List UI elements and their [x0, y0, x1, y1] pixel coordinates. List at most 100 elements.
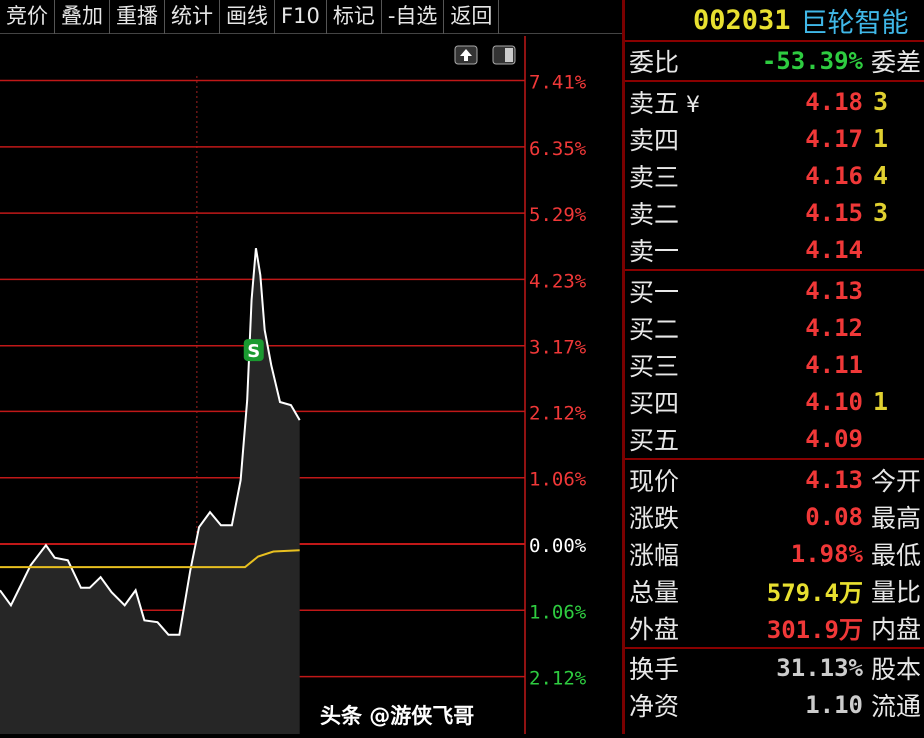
quote-row: 涨幅 1.98% 最低	[625, 535, 924, 572]
y-tick-label: 3.17%	[529, 337, 587, 359]
y-tick-label: 5.29%	[529, 204, 587, 226]
row-label: 买五	[629, 425, 680, 455]
row-volume: 4	[873, 161, 889, 190]
row-extra-label: 最高	[871, 503, 922, 533]
row-label: 换手	[629, 654, 680, 684]
row-label: 外盘	[629, 614, 680, 644]
sell-row: 卖二 4.15 3	[625, 194, 924, 231]
row-extra-label: 股本	[871, 654, 922, 684]
quote-panel: 002031 巨轮智能 委比 -53.39% 委差 卖五 ¥ 4.18 3 卖四 4.1…	[625, 0, 924, 734]
row-label: 卖一	[629, 236, 680, 266]
weibi-row: 委比 -53.39% 委差	[625, 42, 924, 82]
quote-row: 总量 579.4万 量比	[625, 572, 924, 609]
sell-row: 卖一 4.14	[625, 231, 924, 268]
row-label: 买四	[629, 388, 680, 418]
panel-toggle-glyph	[505, 48, 513, 62]
toolbar-button[interactable]: 叠加	[55, 0, 110, 34]
divider	[622, 0, 625, 734]
toolbar-button[interactable]: -自选	[382, 0, 445, 34]
sell-marker-label: S	[247, 341, 260, 362]
sell-row: 卖五 ¥ 4.18 3	[625, 83, 924, 120]
stats-row: 净资 1.10 流通	[625, 686, 924, 723]
row-label: 净资	[629, 691, 680, 721]
row-value: 4.12	[805, 313, 863, 342]
y-tick-label: 0.00%	[529, 535, 587, 557]
row-value: 4.13	[805, 465, 863, 494]
row-label: 现价	[629, 466, 680, 496]
buy-row: 买五 4.09	[625, 420, 924, 457]
row-label: 卖四	[629, 125, 680, 155]
sell-marker-icon	[243, 339, 264, 362]
toolbar-button[interactable]: 标记	[327, 0, 382, 34]
row-label: 卖三	[629, 162, 680, 192]
stats-row: 换手 31.13% 股本	[625, 649, 924, 686]
stock-header: 002031 巨轮智能	[625, 0, 924, 42]
row-label: 涨幅	[629, 540, 680, 570]
toolbar: 竞价 叠加 重播 统计 画线 F10 标记 -自选 返回	[0, 0, 622, 34]
row-value: 4.18	[805, 87, 863, 116]
row-extra-label: 内盘	[871, 614, 922, 644]
weicha-label: 委差	[871, 48, 922, 77]
intraday-chart: 7.41% 6.35% 5.29% 4.23% 3.17% 2.12% 1.06% 0.00%…	[0, 36, 622, 734]
row-label: 买二	[629, 314, 680, 344]
y-tick-label: 2.12%	[529, 668, 587, 690]
row-value: 4.10	[805, 387, 863, 416]
sell-book: 卖五 ¥ 4.18 3 卖四 4.17 1 卖三 4.16 4 卖二 4.15 3 卖一 4.14	[625, 82, 924, 271]
row-value: 579.4万	[766, 579, 863, 607]
buy-row: 买四 4.10 1	[625, 383, 924, 420]
toolbar-button[interactable]: 重播	[110, 0, 165, 34]
buy-row: 买三 4.11	[625, 346, 924, 383]
row-extra-label: 流通	[871, 691, 922, 721]
row-label: 涨跌	[629, 503, 680, 533]
toolbar-button[interactable]: 返回	[444, 0, 500, 34]
row-volume: 3	[873, 198, 889, 227]
row-volume: 3	[873, 87, 889, 116]
quote-stats: 现价 4.13 今开涨跌 0.08 最高涨幅 1.98% 最低总量 579.4万 量比外盘 301…	[625, 460, 924, 649]
y-tick-label: 2.12%	[529, 402, 587, 424]
toolbar-button[interactable]: 画线	[220, 0, 275, 34]
row-extra-label: 最低	[871, 540, 922, 570]
y-tick-label: 7.41%	[529, 72, 587, 94]
watermark: 头条 @游侠飞哥	[320, 704, 475, 728]
toolbar-button[interactable]: 竞价	[0, 0, 55, 34]
price-area	[0, 248, 300, 734]
row-value: 1.98%	[790, 539, 863, 568]
row-value: 4.09	[805, 424, 863, 453]
row-value: 301.9万	[766, 616, 863, 644]
yen-icon: ¥	[679, 92, 701, 118]
buy-row: 买二 4.12	[625, 309, 924, 346]
toolbar-button[interactable]: F10	[275, 0, 327, 34]
row-value: 4.11	[805, 350, 863, 379]
row-extra-label: 今开	[871, 466, 922, 496]
average-line	[0, 549, 300, 569]
row-value: 4.13	[805, 276, 863, 305]
y-tick-label: 4.23%	[529, 270, 587, 292]
y-tick-label: 1.06%	[529, 601, 587, 623]
sell-row: 卖四 4.17 1	[625, 120, 924, 157]
quote-row: 现价 4.13 今开	[625, 461, 924, 498]
row-value: 0.08	[805, 502, 863, 531]
stock-code: 002031	[693, 4, 791, 36]
quote-row: 涨跌 0.08 最高	[625, 498, 924, 535]
row-value: 4.15	[805, 198, 863, 227]
row-label: 买一	[629, 277, 680, 307]
y-tick-label: 6.35%	[529, 138, 587, 160]
buy-book: 买一 4.13 买二 4.12 买三 4.11 买四 4.10 1 买五 4.09	[625, 271, 924, 460]
row-value: 31.13%	[776, 653, 863, 682]
row-label: 卖五 ¥	[629, 88, 701, 118]
arrow-up-icon	[460, 49, 472, 61]
weibi-value: -53.39%	[761, 47, 863, 75]
quote-row: 外盘 301.9万 内盘	[625, 609, 924, 646]
row-value: 4.17	[805, 124, 863, 153]
price-line	[0, 247, 301, 636]
row-volume: 1	[873, 124, 889, 153]
row-value: 4.16	[805, 161, 863, 190]
stock-name: 巨轮智能	[800, 7, 909, 39]
row-value: 4.14	[805, 235, 863, 264]
extra-stats: 换手 31.13% 股本净资 1.10 流通	[625, 649, 924, 723]
row-label: 总量	[629, 577, 680, 607]
row-value: 1.10	[805, 690, 863, 719]
weibi-label: 委比	[629, 48, 680, 77]
row-extra-label: 量比	[871, 577, 922, 607]
toolbar-button[interactable]: 统计	[165, 0, 220, 34]
